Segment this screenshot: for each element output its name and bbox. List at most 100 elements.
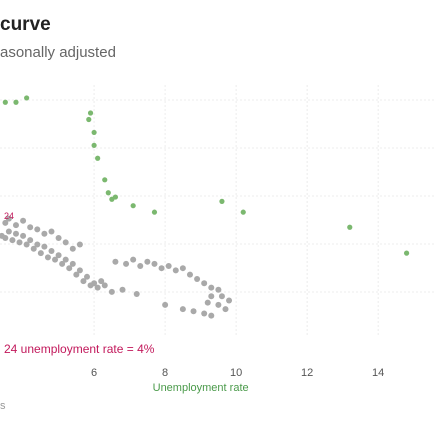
scatter-point <box>16 239 23 246</box>
scatter-point <box>165 263 172 270</box>
scatter-point <box>66 265 73 272</box>
scatter-point <box>179 265 186 272</box>
scatter-point <box>218 293 225 300</box>
scatter-point <box>5 228 12 235</box>
scatter-point <box>105 190 111 196</box>
scatter-point <box>204 299 211 306</box>
annotation-unemployment: 24 unemployment rate = 4% <box>4 342 155 356</box>
scatter-point <box>2 219 9 226</box>
scatter-point <box>48 228 55 235</box>
grid <box>0 85 435 335</box>
x-tick-label: 10 <box>230 367 242 379</box>
scatter-point <box>5 215 12 222</box>
scatter-point <box>76 267 83 274</box>
scatter-point <box>179 306 186 313</box>
annotation-label-24: 24 <box>4 211 14 221</box>
scatter-point <box>201 310 208 317</box>
scatter-point <box>151 260 158 267</box>
scatter-point <box>98 278 105 285</box>
scatter-point <box>12 230 19 237</box>
scatter-point <box>240 209 246 215</box>
source-note: s <box>0 400 6 412</box>
scatter-point <box>162 301 169 308</box>
scatter-point <box>91 280 98 287</box>
scatter-point <box>95 155 101 161</box>
scatter-point <box>84 273 90 280</box>
scatter-point <box>144 258 151 265</box>
scatter-point <box>62 239 69 246</box>
scatter-point <box>108 288 115 295</box>
scatter-point <box>20 217 27 224</box>
scatter-point <box>30 245 37 252</box>
scatter-point <box>190 308 197 315</box>
scatter-point <box>119 286 126 293</box>
scatter-point <box>158 265 165 272</box>
scatter-point <box>41 230 48 237</box>
scatter-point <box>27 224 34 231</box>
scatter-point <box>403 250 410 256</box>
scatter-point <box>2 235 9 242</box>
scatter-point <box>194 275 201 282</box>
scatter-point <box>186 271 193 278</box>
scatter-point <box>208 312 215 319</box>
scatter-point <box>59 260 66 267</box>
scatter-point <box>172 267 179 274</box>
scatter-point <box>41 243 48 250</box>
chart-subtitle: asonally adjusted <box>0 44 116 61</box>
chart-title: curve <box>0 14 51 35</box>
scatter-point <box>133 291 140 298</box>
scatter-point <box>219 198 225 204</box>
scatter-point <box>151 209 158 215</box>
scatter-point <box>130 256 137 263</box>
scatter-point <box>208 293 215 300</box>
x-tick-label: 6 <box>91 367 97 379</box>
scatter-point <box>55 252 62 259</box>
scatter-point <box>52 256 59 263</box>
scatter-point <box>130 203 136 209</box>
scatter-point <box>80 278 87 285</box>
scatter-point <box>94 284 101 291</box>
scatter-point <box>23 241 30 248</box>
x-axis-label: Unemployment rate <box>153 382 249 394</box>
scatter-point <box>34 226 41 233</box>
scatter-point <box>69 260 76 267</box>
scatter-point <box>215 301 222 308</box>
x-axis-ticks: 6 8 10 12 14 <box>91 367 384 379</box>
scatter-point <box>20 232 27 239</box>
scatter-point <box>34 241 41 248</box>
scatter-point <box>2 99 8 105</box>
scatter-point <box>69 245 76 252</box>
scatter-point <box>102 177 108 183</box>
scatter-point <box>91 142 97 148</box>
scatter-point <box>87 110 94 116</box>
scatter-point <box>62 256 69 263</box>
x-tick-label: 14 <box>372 367 384 379</box>
scatter-point <box>13 99 19 105</box>
scatter-point <box>24 95 30 101</box>
scatter-point <box>9 237 16 244</box>
scatter-point <box>347 224 353 230</box>
scatter-point <box>123 260 130 267</box>
scatter-point <box>48 247 55 254</box>
scatter-point <box>201 280 208 287</box>
x-tick-label: 8 <box>162 367 168 379</box>
scatter-point <box>86 116 92 123</box>
scatter-point <box>91 129 97 136</box>
scatter-point <box>101 282 108 289</box>
data-points <box>0 95 410 319</box>
scatter-point <box>55 235 62 242</box>
scatter-point <box>215 286 222 293</box>
scatter-point <box>27 237 34 244</box>
scatter-point <box>76 241 83 248</box>
scatter-point <box>112 258 119 265</box>
scatter-point <box>137 263 144 270</box>
scatter-point <box>222 306 229 313</box>
scatter-point <box>208 284 215 291</box>
scatter-point <box>226 297 233 304</box>
scatter-point <box>73 271 80 278</box>
scatter-point <box>109 196 115 202</box>
x-tick-label: 12 <box>301 367 313 379</box>
scatter-point <box>12 222 19 229</box>
scatter-point <box>44 254 51 261</box>
